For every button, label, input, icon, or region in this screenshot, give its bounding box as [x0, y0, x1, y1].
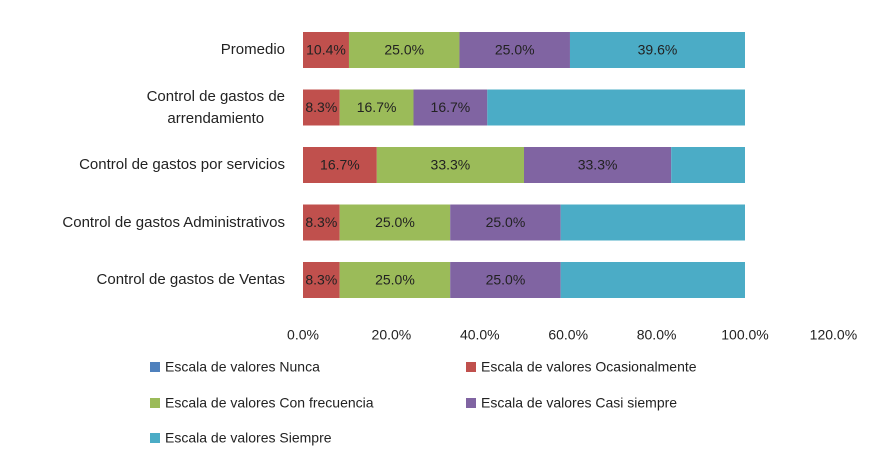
y-tick-label: Control de gastos de Ventas	[96, 271, 285, 288]
bar-segment	[671, 147, 745, 183]
legend-swatch	[150, 398, 160, 408]
legend-swatch	[150, 362, 160, 372]
bar-segment	[450, 262, 561, 298]
data-label: 33.3%	[578, 157, 618, 173]
bar-segment	[560, 262, 745, 298]
bar-segment	[303, 89, 340, 126]
x-tick-label: 60.0%	[548, 327, 588, 343]
bar-segment	[339, 204, 451, 241]
legend-label: Escala de valores Con frecuencia	[165, 395, 374, 411]
y-tick-label: Control de gastos por servicios	[79, 156, 285, 173]
bar-segment	[339, 89, 414, 126]
bar-segment	[376, 147, 524, 183]
bar-segment	[303, 32, 349, 68]
bar-segment	[413, 89, 488, 126]
data-label: 10.4%	[306, 42, 346, 58]
data-label: 8.3%	[305, 214, 337, 230]
legend-label: Escala de valores Nunca	[165, 359, 320, 375]
data-label: 16.7%	[431, 99, 471, 115]
x-tick-label: 0.0%	[287, 327, 319, 343]
bar-segment	[560, 204, 745, 241]
x-tick-label: 20.0%	[372, 327, 412, 343]
data-label: 25.0%	[495, 42, 535, 58]
bar-segment	[524, 147, 672, 183]
bar-segment	[303, 262, 340, 298]
data-label: 33.3%	[431, 157, 471, 173]
bar-segment	[303, 204, 340, 241]
data-label: 25.0%	[486, 272, 526, 288]
bar-segment	[450, 204, 561, 241]
data-label: 25.0%	[375, 272, 415, 288]
bar-segment	[339, 262, 451, 298]
bar-segment	[303, 147, 377, 183]
data-label: 16.7%	[357, 99, 397, 115]
legend-label: Escala de valores Ocasionalmente	[481, 359, 697, 375]
data-label: 8.3%	[305, 272, 337, 288]
data-label: 39.6%	[638, 42, 678, 58]
legend-label: Escala de valores Siempre	[165, 430, 332, 446]
bar-segment	[487, 89, 745, 126]
data-label: 25.0%	[486, 214, 526, 230]
x-tick-label: 100.0%	[721, 327, 768, 343]
x-tick-label: 120.0%	[810, 327, 857, 343]
legend-swatch	[466, 362, 476, 372]
legend-swatch	[150, 433, 160, 443]
data-label: 25.0%	[384, 42, 424, 58]
data-label: 8.3%	[305, 99, 337, 115]
bar-segment	[348, 32, 460, 68]
bar-segment	[459, 32, 570, 68]
bar-segment	[569, 32, 745, 68]
y-tick-label: Control de gastos Administrativos	[62, 213, 285, 231]
data-label: 25.0%	[375, 214, 415, 230]
y-tick-label: Promedio	[220, 41, 285, 58]
data-label: 16.7%	[320, 157, 360, 173]
y-tick-label: Control de gastos de arrendamiento	[146, 87, 285, 127]
x-tick-label: 40.0%	[460, 327, 500, 343]
legend-label: Escala de valores Casi siempre	[481, 395, 677, 411]
x-tick-label: 80.0%	[637, 327, 677, 343]
legend-swatch	[466, 398, 476, 408]
